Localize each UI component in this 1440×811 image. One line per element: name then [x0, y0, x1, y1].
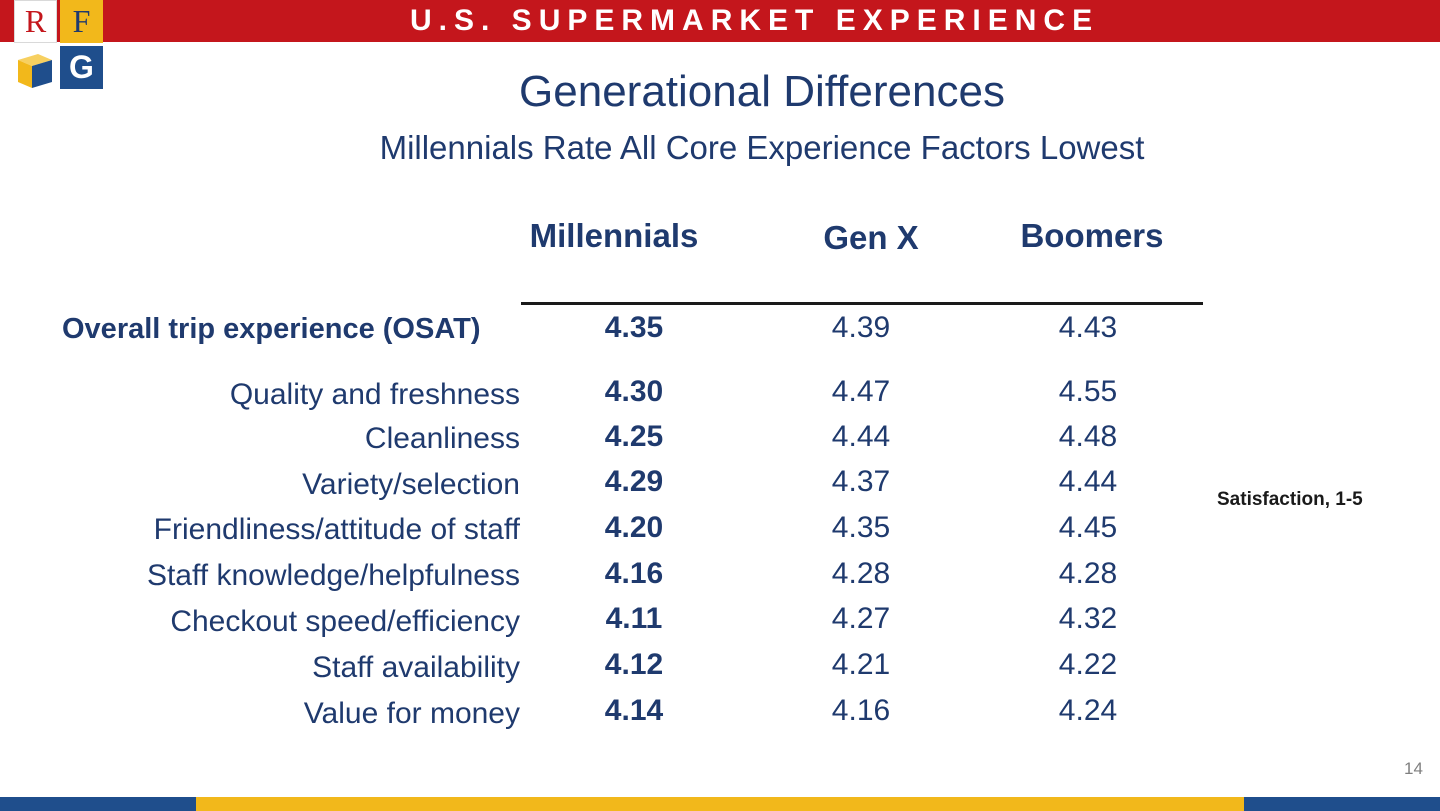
row-label-cleanliness: Cleanliness — [364, 422, 520, 455]
banner-title: U.S. SUPERMARKET EXPERIENCE — [410, 4, 1100, 37]
column-header-millennials: Millennials — [529, 217, 699, 254]
cell-staff-knowledge-millennials: 4.16 — [604, 557, 664, 590]
cell-cleanliness-boomers: 4.48 — [1058, 420, 1118, 453]
cell-variety-boomers: 4.44 — [1058, 465, 1118, 498]
footer-segment-middle — [196, 797, 1244, 811]
footer-segment-right — [1244, 797, 1440, 811]
cell-cleanliness-gen-x: 4.44 — [831, 420, 891, 453]
footer-segment-left — [0, 797, 196, 811]
cell-value-gen-x: 4.16 — [831, 694, 891, 727]
row-label-quality: Quality and freshness — [229, 378, 520, 411]
cell-staff-knowledge-gen-x: 4.28 — [831, 557, 891, 590]
top-banner: U.S. SUPERMARKET EXPERIENCE — [0, 0, 1440, 42]
rfg-logo: R F G — [14, 0, 104, 90]
cell-friendliness-boomers: 4.45 — [1058, 511, 1118, 544]
cell-checkout-millennials: 4.11 — [605, 602, 663, 635]
cell-overall-boomers: 4.43 — [1058, 311, 1118, 344]
cell-checkout-boomers: 4.32 — [1058, 602, 1118, 635]
cell-checkout-gen-x: 4.27 — [831, 602, 891, 635]
cell-staff-knowledge-boomers: 4.28 — [1058, 557, 1118, 590]
footer-bar — [0, 797, 1440, 811]
cell-overall-gen-x: 4.39 — [831, 311, 891, 344]
cell-friendliness-gen-x: 4.35 — [831, 511, 891, 544]
cell-variety-millennials: 4.29 — [604, 465, 664, 498]
row-label-friendliness: Friendliness/attitude of staff — [153, 513, 520, 546]
page-subtitle: Millennials Rate All Core Experience Fac… — [379, 129, 1145, 166]
row-label-value: Value for money — [303, 697, 520, 730]
row-label-checkout: Checkout speed/efficiency — [170, 605, 520, 638]
cell-quality-millennials: 4.30 — [604, 375, 664, 408]
cell-quality-boomers: 4.55 — [1058, 375, 1118, 408]
cell-quality-gen-x: 4.47 — [831, 375, 891, 408]
cell-variety-gen-x: 4.37 — [831, 465, 891, 498]
cell-staff-availability-boomers: 4.22 — [1058, 648, 1118, 681]
column-header-boomers: Boomers — [1020, 217, 1164, 254]
logo-letter-f: F — [60, 0, 103, 43]
column-header-gen-x: Gen X — [823, 219, 919, 256]
cube-icon — [14, 46, 57, 89]
cell-staff-availability-gen-x: 4.21 — [831, 648, 891, 681]
row-label-staff-availability: Staff availability — [312, 651, 520, 684]
row-label-staff-knowledge: Staff knowledge/helpfulness — [146, 559, 520, 592]
cell-overall-millennials: 4.35 — [604, 311, 664, 344]
cell-value-boomers: 4.24 — [1058, 694, 1118, 727]
cell-cleanliness-millennials: 4.25 — [604, 420, 664, 453]
cell-value-millennials: 4.14 — [604, 694, 664, 727]
cell-staff-availability-millennials: 4.12 — [604, 648, 664, 681]
page-title: Generational Differences — [519, 67, 1005, 116]
row-label-variety: Variety/selection — [302, 468, 520, 501]
header-rule — [521, 302, 1203, 305]
cell-friendliness-millennials: 4.20 — [604, 511, 664, 544]
logo-letter-g: G — [60, 46, 103, 89]
row-label-overall: Overall trip experience (OSAT) — [62, 313, 481, 345]
scale-note: Satisfaction, 1-5 — [1217, 489, 1363, 510]
page-number: 14 — [1404, 759, 1423, 778]
logo-letter-r: R — [14, 0, 57, 43]
